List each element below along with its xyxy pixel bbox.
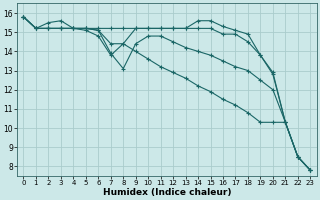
X-axis label: Humidex (Indice chaleur): Humidex (Indice chaleur)	[103, 188, 231, 197]
